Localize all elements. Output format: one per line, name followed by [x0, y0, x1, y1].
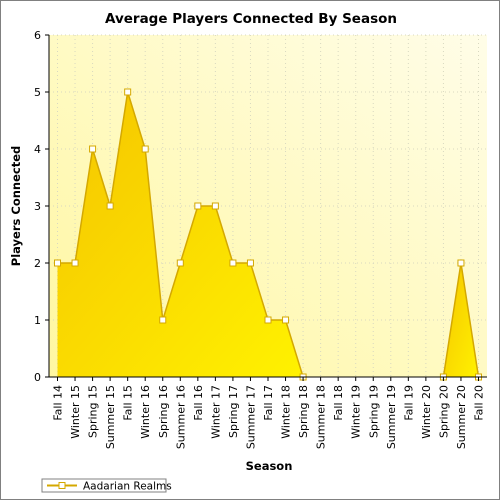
data-point	[282, 316, 290, 324]
x-tick-label: Fall 19	[402, 385, 415, 421]
x-axis-title: Season	[246, 459, 293, 473]
x-axis-ticks: Fall 14 Winter 15 Spring 15 Summer 15 Fall 1…	[52, 377, 486, 449]
x-tick-label: Spring 20	[437, 385, 450, 438]
data-point	[124, 88, 132, 96]
x-tick-label: Fall 17	[262, 385, 275, 421]
series-area	[57, 92, 304, 377]
x-tick-label: Winter 16	[139, 385, 152, 439]
legend-label: Aadarian Realms	[83, 481, 172, 493]
x-tick-label: Winter 20	[420, 385, 433, 439]
x-tick-label: Winter 19	[350, 385, 363, 439]
data-point	[194, 202, 202, 210]
data-point	[141, 145, 149, 153]
y-tick-label: 0	[34, 371, 41, 384]
x-tick-label: Fall 14	[52, 385, 65, 421]
data-point	[159, 316, 167, 324]
legend-swatch-marker	[58, 482, 66, 489]
x-tick-label: Winter 18	[280, 385, 293, 439]
y-axis-ticks: 0 1 2 3 4 5 6	[34, 29, 49, 384]
x-tick-label: Summer 16	[174, 385, 187, 449]
x-tick-label: Fall 18	[332, 385, 345, 421]
data-point	[89, 145, 97, 153]
series-areas	[57, 92, 479, 377]
data-point	[246, 259, 254, 267]
x-tick-label: Summer 19	[385, 385, 398, 449]
x-tick-label: Spring 16	[157, 385, 170, 438]
data-point	[176, 259, 184, 267]
data-point	[264, 316, 272, 324]
y-tick-label: 4	[34, 143, 41, 156]
x-tick-label: Fall 20	[473, 385, 486, 421]
data-point	[457, 259, 465, 267]
x-tick-label: Summer 17	[244, 385, 257, 449]
x-tick-label: Spring 15	[87, 385, 100, 438]
data-point	[229, 259, 237, 267]
legend: Aadarian Realms	[41, 478, 172, 493]
x-tick-label: Winter 17	[209, 385, 222, 439]
x-tick-label: Summer 15	[104, 385, 117, 449]
y-tick-label: 2	[34, 257, 41, 270]
chart-title: Average Players Connected By Season	[105, 11, 397, 27]
series-area	[443, 263, 479, 377]
x-tick-label: Fall 16	[192, 385, 205, 421]
y-tick-label: 5	[34, 86, 41, 99]
y-tick-label: 3	[34, 200, 41, 213]
data-point	[211, 202, 219, 210]
x-tick-label: Fall 15	[122, 385, 135, 421]
data-point	[71, 259, 79, 267]
x-tick-label: Spring 17	[227, 385, 240, 438]
y-axis-title: Players Connected	[9, 146, 23, 266]
data-point	[106, 202, 114, 210]
x-tick-label: Summer 20	[455, 385, 468, 449]
x-tick-label: Spring 18	[297, 385, 310, 438]
y-tick-label: 6	[34, 29, 41, 42]
x-tick-label: Winter 15	[69, 385, 82, 439]
x-tick-label: Spring 19	[367, 385, 380, 438]
legend-box	[41, 478, 167, 493]
data-point	[54, 259, 61, 267]
y-tick-label: 1	[34, 314, 41, 327]
x-tick-label: Summer 18	[315, 385, 328, 449]
